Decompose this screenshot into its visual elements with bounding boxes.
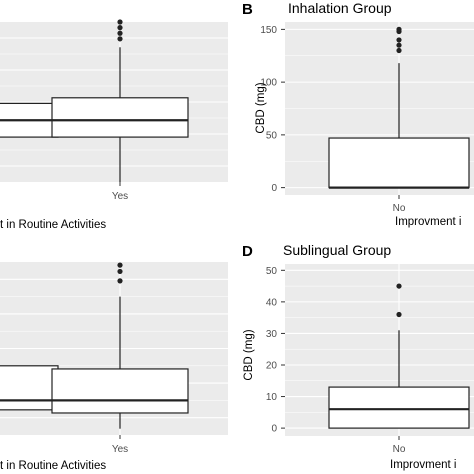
panel-d-x-tick-label-no: No (393, 444, 406, 455)
panel-b: B Inhalation Group 0 50 100 150 CBD (mg) No… (242, 0, 474, 228)
outlier-point (396, 42, 402, 48)
panel-a-x-tick-label-yes: Yes (112, 191, 128, 202)
outlier-point (117, 30, 123, 36)
panel-c-x-axis-label: t in Routine Activities (0, 460, 106, 472)
panel-d-letter: D (242, 243, 253, 260)
box-yes (51, 97, 189, 138)
outlier-point (117, 268, 123, 275)
box-yes (51, 368, 189, 414)
y-tick-label: 150 (260, 25, 277, 36)
panel-c: Yes t in Routine Activities (0, 262, 228, 472)
panel-a-boxplots (0, 19, 189, 182)
panel-d-title: Sublingual Group (283, 242, 391, 258)
panel-b-gridlines (285, 22, 474, 195)
outlier-point (117, 278, 123, 284)
outlier-point (117, 36, 123, 42)
panel-d-y-axis-label: CBD (mg) (243, 329, 255, 380)
panel-d-boxplots (328, 283, 470, 429)
panel-d-y-ticks: 0 10 20 30 40 50 (266, 266, 285, 435)
y-tick-label: 30 (266, 329, 278, 340)
outlier-point (396, 311, 402, 318)
y-tick-label: 0 (271, 424, 277, 435)
panel-d-x-axis-label: Improvment i (390, 459, 456, 471)
outlier-point (396, 26, 402, 32)
y-tick-label: 50 (266, 130, 278, 141)
y-tick-label: 20 (266, 360, 278, 371)
box-no (328, 137, 470, 189)
panel-b-y-ticks: 0 50 100 150 (260, 25, 285, 194)
outlier-point (396, 37, 402, 43)
box-no (0, 365, 59, 411)
panel-b-boxplots (328, 26, 470, 189)
y-tick-label: 10 (266, 392, 278, 403)
panel-b-y-axis-label: CBD (mg) (255, 82, 267, 133)
panel-b-x-tick-label-no: No (393, 203, 406, 214)
panel-c-x-tick-label-yes: Yes (112, 444, 128, 455)
y-tick-label: 100 (260, 78, 277, 89)
panel-a: Yes t in Routine Activities (0, 19, 228, 231)
outlier-point (396, 283, 402, 289)
outlier-point (396, 47, 402, 54)
panel-b-x-axis-label: Improvment i (395, 216, 461, 228)
outlier-point (117, 25, 123, 31)
panel-b-letter: B (242, 1, 253, 18)
y-tick-label: 50 (266, 266, 278, 277)
panel-b-title: Inhalation Group (288, 0, 392, 16)
box-no (328, 386, 470, 429)
y-tick-label: 40 (266, 297, 278, 308)
outlier-point (117, 19, 123, 25)
outlier-point (117, 262, 123, 268)
y-tick-label: 0 (271, 183, 277, 194)
panel-a-x-axis-label: t in Routine Activities (0, 219, 106, 231)
panel-c-boxplots (0, 262, 189, 429)
